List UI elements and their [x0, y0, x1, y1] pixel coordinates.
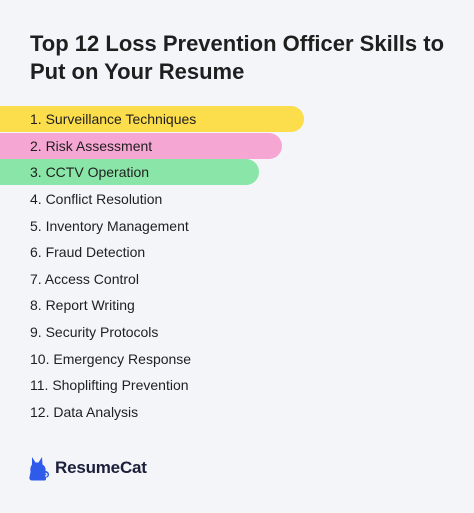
skill-item-4: 4. Conflict Resolution	[30, 191, 163, 208]
brand-name: ResumeCat	[55, 458, 147, 477]
skill-item-8: 8. Report Writing	[30, 297, 135, 314]
skill-item-12: 12. Data Analysis	[30, 403, 139, 420]
skill-item-6: 6. Fraud Detection	[30, 244, 146, 261]
brand-logo: ResumeCat	[28, 455, 147, 481]
cat-icon	[29, 457, 49, 481]
skill-item-2: 2. Risk Assessment	[0, 132, 282, 159]
skill-item-3: 3. CCTV Operation	[0, 159, 259, 186]
skill-item-11: 11. Shoplifting Prevention	[30, 377, 189, 394]
skill-item-5: 5. Inventory Management	[30, 217, 189, 234]
skill-item-1: 1. Surveillance Techniques	[0, 106, 304, 132]
page-title: Top 12 Loss Prevention Officer Skills to…	[30, 31, 445, 84]
skill-item-7: 7. Access Control	[30, 270, 139, 287]
skill-item-9: 9. Security Protocols	[30, 324, 159, 341]
skill-item-10: 10. Emergency Response	[30, 350, 192, 367]
skills-list: 1. Surveillance Techniques 2. Risk Asses…	[0, 106, 304, 425]
